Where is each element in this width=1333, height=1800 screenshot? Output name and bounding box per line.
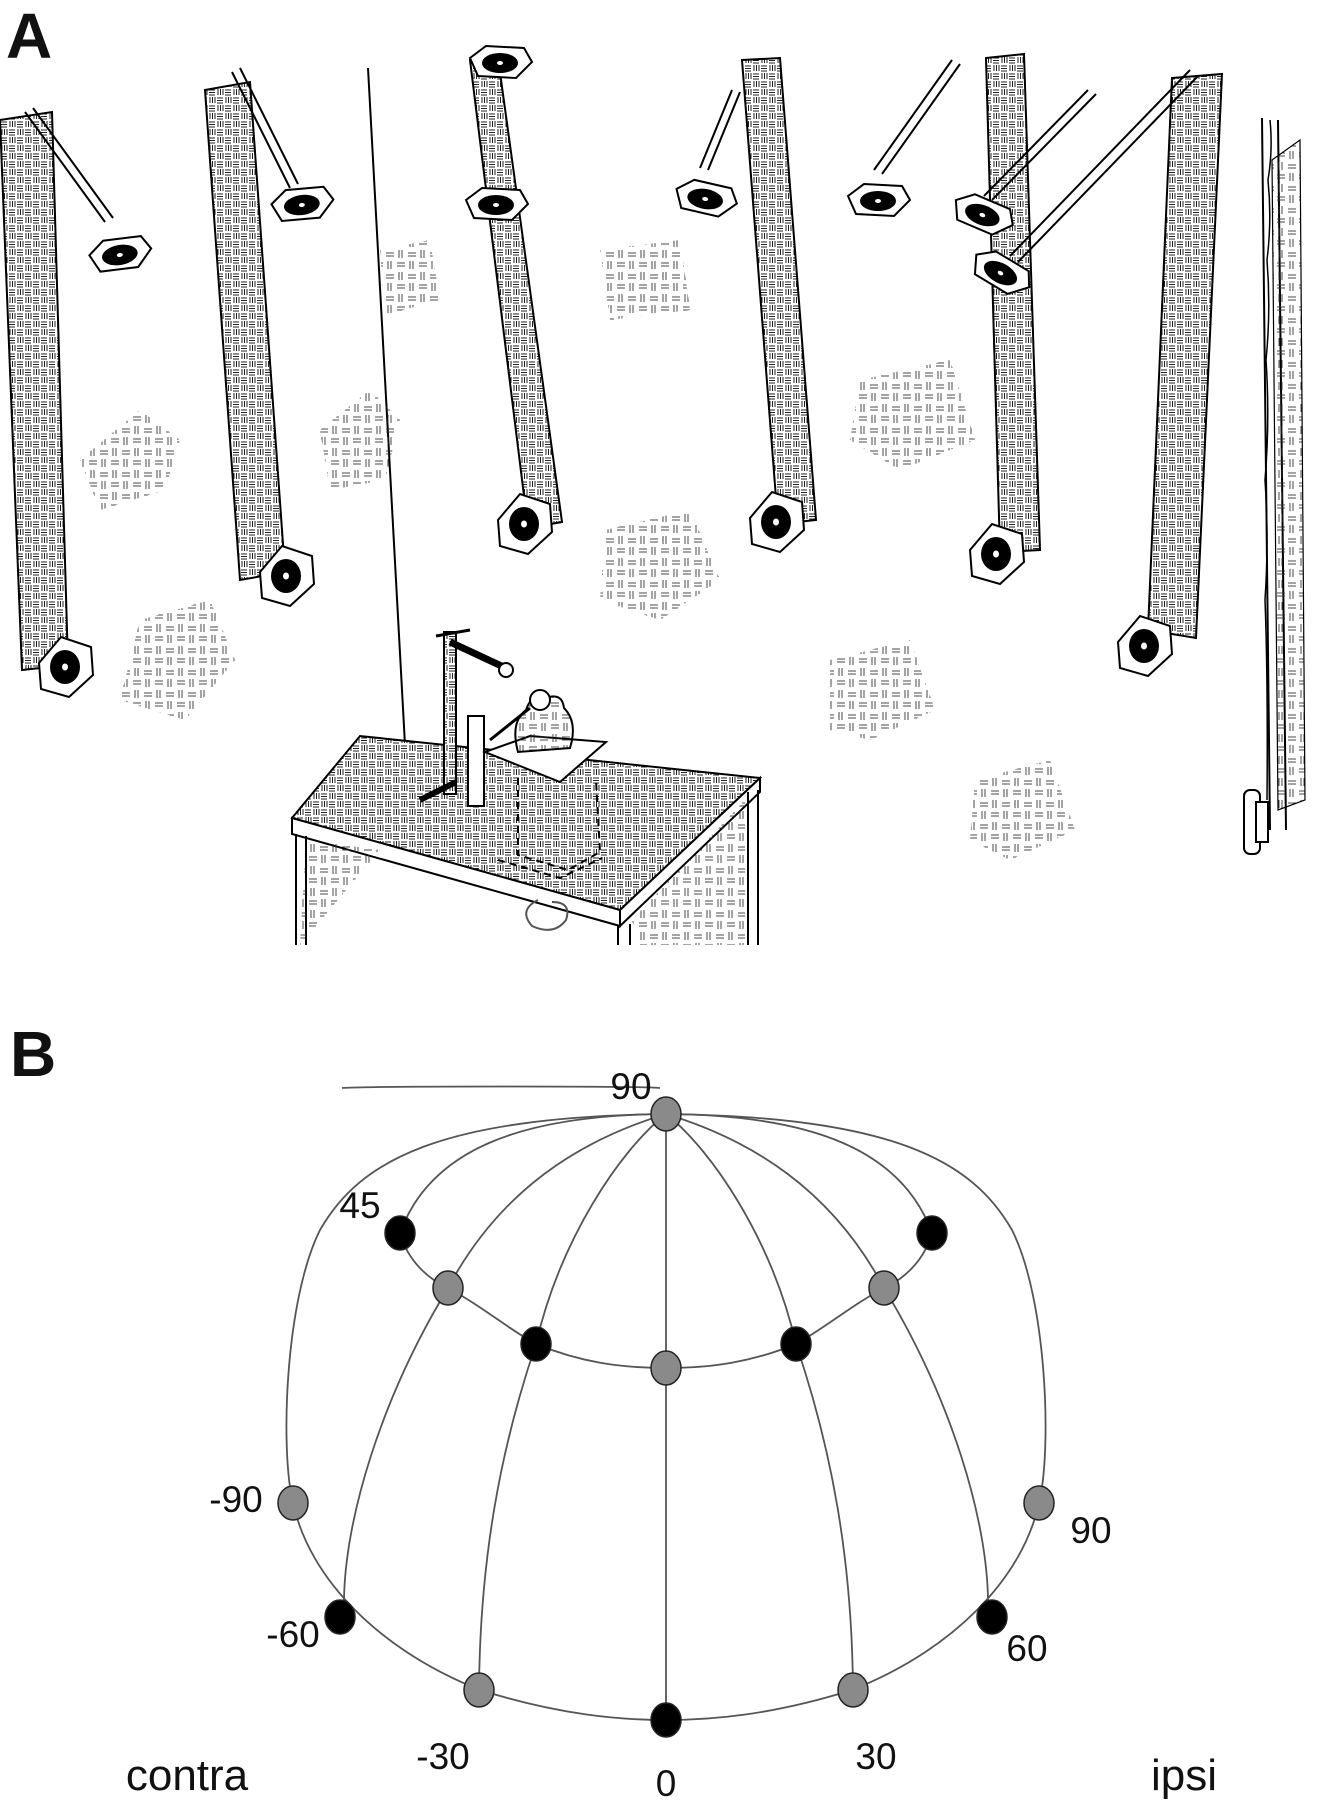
speaker-marker-ring-1 [432,1270,464,1306]
speaker-marker-plus-90 [1023,1485,1055,1521]
azimuth-label-minus-60: -60 [266,1614,319,1655]
speaker-marker-minus-90 [277,1485,309,1521]
speaker-marker-upper-contra [384,1215,416,1251]
hanging-rods [24,59,1199,263]
speaker-marker-upper-ipsi [916,1215,948,1251]
azimuth-label-60: 60 [1006,1628,1047,1669]
speaker-room-illustration [0,45,1306,945]
wall-texture-patches [80,240,1075,860]
azimuth-label-0: 0 [656,1763,677,1800]
panel-a-label: A [6,0,53,72]
speaker-marker-plus-30 [837,1672,869,1708]
panel-b-label: B [10,1018,57,1090]
speaker-marker-plus-60 [976,1599,1008,1635]
azimuth-label-90: 90 [1070,1510,1111,1551]
azimuth-label-30: 30 [855,1736,896,1777]
lower-speakers [38,491,1269,855]
elevation-label-90: 90 [610,1066,651,1107]
speaker-marker-ring-4 [780,1326,812,1362]
speaker-marker-zero [650,1702,682,1738]
speaker-marker-top [650,1096,682,1132]
ipsi-side-label: ipsi [1151,1751,1217,1800]
table [290,734,763,945]
azimuth-label-minus-90: -90 [209,1479,262,1520]
speaker-poles [0,52,1224,672]
grid-wires [285,1085,1047,1721]
contra-side-label: contra [126,1751,249,1800]
speaker-marker-minus-30 [463,1672,495,1708]
head-holder-stand [418,628,609,807]
speaker-markers [277,1096,1055,1738]
speaker-marker-minus-60 [324,1599,356,1635]
speaker-marker-ring-5 [868,1270,900,1306]
speaker-marker-ring-2 [520,1326,552,1362]
speaker-position-map: 90 45 -90 -60 -30 0 30 60 90 contra ipsi [126,1066,1217,1800]
speaker-marker-ring-3 [650,1350,682,1386]
elevation-label-45: 45 [339,1185,380,1226]
azimuth-label-minus-30: -30 [416,1736,469,1777]
